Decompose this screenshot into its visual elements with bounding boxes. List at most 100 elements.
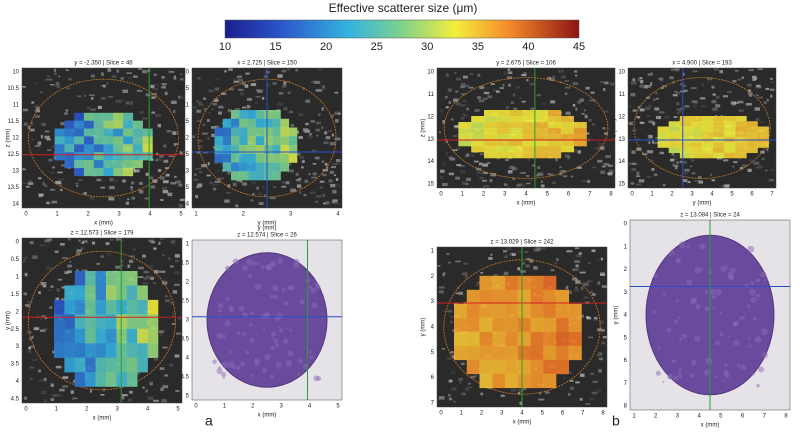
speckle — [310, 81, 314, 83]
speckle — [269, 197, 276, 199]
scatterer-cell — [54, 314, 65, 330]
y-tick-label: 2 — [624, 267, 628, 273]
speckle — [76, 252, 80, 256]
speckle — [239, 181, 244, 183]
scatterer-cell — [543, 331, 557, 347]
speckle — [520, 270, 527, 273]
speckle — [599, 146, 605, 150]
tissue-texture — [309, 355, 314, 360]
scatterer-cell — [74, 112, 85, 121]
speckle — [474, 160, 479, 163]
speckle — [460, 116, 465, 120]
scatterer-cell — [272, 118, 281, 128]
speckle — [630, 182, 635, 185]
speckle — [631, 167, 637, 172]
speckle — [56, 288, 60, 292]
speckle — [487, 161, 491, 165]
speckle — [559, 166, 562, 168]
scatterer-cell — [505, 373, 519, 389]
speckle — [151, 92, 158, 96]
tissue-texture — [723, 369, 729, 375]
speckle — [463, 115, 469, 117]
scatterer-cell — [496, 134, 510, 141]
tissue-texture — [270, 345, 275, 351]
speckle — [591, 249, 596, 253]
speckle — [172, 290, 178, 294]
speckle — [747, 168, 752, 172]
scatterer-cell — [702, 142, 714, 148]
speckle — [309, 191, 316, 194]
speckle — [522, 387, 527, 390]
scatterer-cell — [239, 162, 248, 172]
scatterer-cell — [560, 122, 575, 129]
speckle — [459, 380, 462, 384]
tissue-texture — [747, 336, 751, 340]
speckle — [572, 277, 578, 281]
scatterer-cell — [95, 328, 107, 344]
x-axis-label: x (mm) — [93, 416, 112, 422]
speckle — [586, 280, 593, 283]
speckle — [325, 201, 330, 205]
speckle — [477, 170, 482, 174]
speckle — [296, 130, 299, 134]
scatterer-cell — [222, 145, 232, 155]
speckle — [733, 161, 738, 164]
speckle — [116, 69, 120, 73]
speckle — [27, 125, 31, 129]
speckle — [574, 260, 580, 263]
speckle — [628, 105, 632, 108]
speckle — [89, 389, 92, 393]
speckle — [281, 185, 287, 188]
speckle — [281, 69, 287, 73]
speckle — [570, 175, 573, 178]
speckle — [565, 111, 571, 115]
speckle — [41, 122, 46, 126]
speckle — [442, 162, 447, 166]
speckle — [163, 279, 167, 283]
speckle — [130, 186, 133, 189]
scatterer-cell — [509, 140, 523, 147]
speckle — [563, 175, 568, 178]
scatterer-cell — [530, 331, 544, 347]
speckle — [287, 80, 291, 83]
speckle — [134, 169, 140, 173]
speckle — [678, 108, 682, 112]
speckle — [525, 264, 530, 268]
speckle — [575, 381, 580, 384]
tissue-texture — [719, 311, 722, 315]
speckle — [549, 78, 555, 81]
speckle — [155, 159, 158, 162]
scatterer-cell — [517, 317, 531, 333]
speckle — [654, 142, 660, 144]
speckle — [575, 74, 578, 77]
scatterer-cell — [239, 145, 248, 155]
speckle — [218, 111, 223, 115]
speckle — [573, 70, 578, 73]
speckle — [127, 198, 130, 201]
speckle — [137, 276, 144, 278]
speckle — [658, 77, 663, 80]
speckle — [141, 117, 147, 120]
speckle — [37, 177, 42, 180]
speckle — [27, 182, 34, 185]
speckle — [258, 192, 263, 196]
scatterer-cell — [466, 303, 480, 319]
speckle — [101, 72, 104, 76]
speckle — [50, 398, 55, 401]
y-tick-label: 15 — [427, 182, 434, 188]
scatterer-cell — [231, 118, 240, 128]
tissue-texture — [261, 368, 268, 374]
speckle — [287, 162, 292, 167]
speckle — [326, 166, 329, 169]
scatterer-cell — [239, 127, 248, 137]
speckle — [90, 108, 96, 112]
speckle — [732, 80, 737, 83]
speckle — [585, 86, 590, 90]
speckle — [314, 156, 320, 160]
speckle — [738, 158, 742, 161]
speckle — [520, 171, 527, 174]
scatterer-cell — [137, 357, 148, 373]
speckle — [34, 109, 39, 112]
speckle — [28, 346, 32, 350]
speckle — [160, 199, 164, 201]
